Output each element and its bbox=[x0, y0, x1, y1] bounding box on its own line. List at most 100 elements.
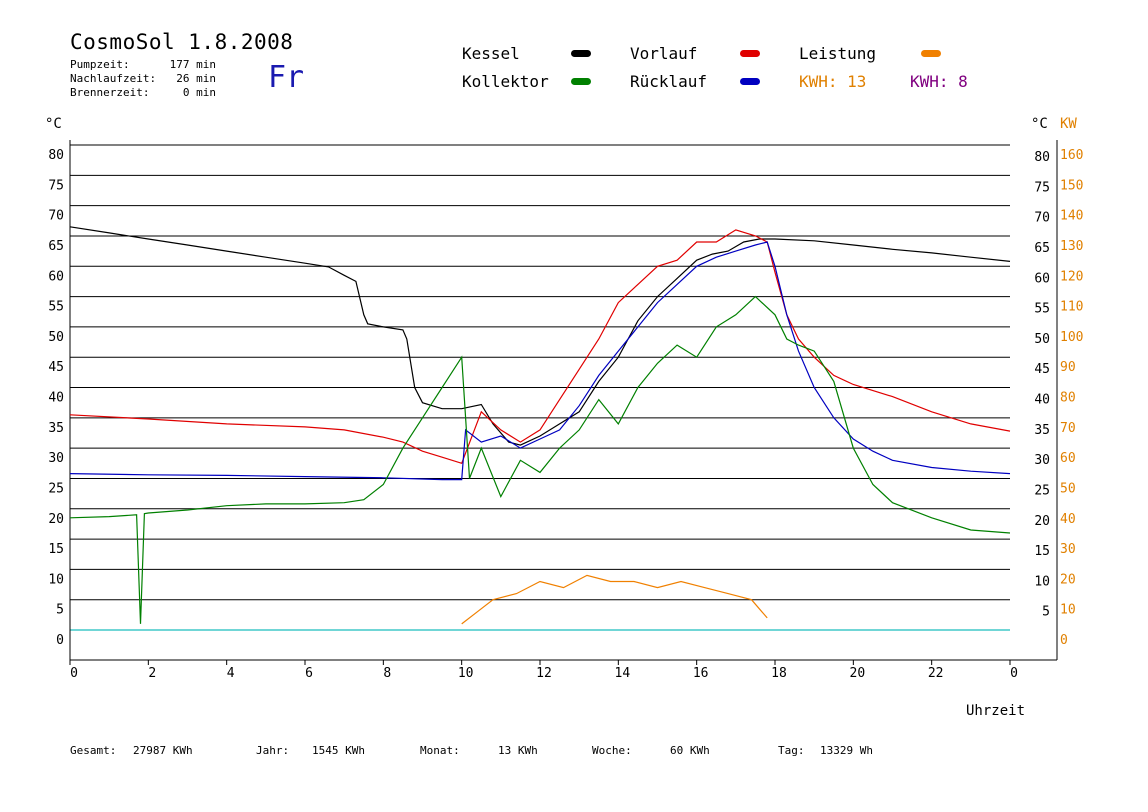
y-tick-left: 5 bbox=[56, 603, 64, 618]
y-tick-right: 5 bbox=[1042, 605, 1050, 620]
legend-kwh-8: KWH: 8 bbox=[910, 72, 968, 91]
y-tick-right: 50 bbox=[1034, 332, 1050, 347]
footer-monat-label: Monat: bbox=[420, 744, 460, 757]
stat-nachlauf-label: Nachlaufzeit: bbox=[70, 72, 157, 85]
x-axis-ticks: 0 2 4 6 8 10 12 14 16 18 20 22 0 bbox=[69, 660, 1018, 681]
y-tick-left: 55 bbox=[48, 300, 64, 315]
footer-gesamt-label: Gesamt: bbox=[70, 744, 117, 757]
legend-ruecklauf: Rücklauf bbox=[630, 72, 708, 91]
y-tick-right: 15 bbox=[1034, 544, 1050, 559]
footer-woche-value: 60 KWh bbox=[670, 744, 710, 757]
legend-ruecklauf-swatch bbox=[740, 78, 760, 85]
y-tick-power: 140 bbox=[1060, 209, 1083, 224]
footer-monat-value: 13 KWh bbox=[498, 744, 538, 757]
y-tick-right: 30 bbox=[1034, 453, 1050, 468]
y-tick-left: 0 bbox=[56, 633, 64, 648]
x-tick-label: 12 bbox=[536, 666, 552, 681]
y-tick-right: 20 bbox=[1034, 514, 1050, 529]
y-tick-power: 110 bbox=[1060, 300, 1083, 315]
stat-nachlauf-value: 26 min bbox=[176, 72, 216, 85]
y-tick-left: 80 bbox=[48, 148, 64, 163]
y-tick-power: 30 bbox=[1060, 542, 1076, 557]
y-tick-left: 45 bbox=[48, 360, 64, 375]
stat-pumpzeit-value: 177 min bbox=[169, 58, 216, 71]
y-tick-right: 55 bbox=[1034, 302, 1050, 317]
y-axis-label-power: KW bbox=[1060, 116, 1077, 132]
horizontal-gridlines bbox=[70, 144, 1010, 631]
legend-leistung: Leistung bbox=[799, 44, 877, 63]
y-tick-power: 0 bbox=[1060, 633, 1068, 648]
x-tick-label: 20 bbox=[850, 666, 866, 681]
y-tick-left: 65 bbox=[48, 239, 64, 254]
y-tick-left: 30 bbox=[48, 451, 64, 466]
legend-vorlauf-swatch bbox=[740, 50, 760, 57]
legend-kollektor: Kollektor bbox=[462, 72, 549, 91]
y-tick-power: 160 bbox=[1060, 148, 1083, 163]
series-vorlauf bbox=[69, 229, 1011, 465]
x-tick-label: 0 bbox=[70, 666, 78, 681]
x-tick-label: 8 bbox=[383, 666, 391, 681]
y-tick-power: 40 bbox=[1060, 512, 1076, 527]
x-axis-label: Uhrzeit bbox=[966, 703, 1025, 719]
series-kessel bbox=[69, 226, 1011, 446]
y-tick-left: 35 bbox=[48, 421, 64, 436]
y-tick-left: 15 bbox=[48, 542, 64, 557]
y-tick-left: 10 bbox=[48, 572, 64, 587]
y-tick-left: 20 bbox=[48, 512, 64, 527]
footer-jahr-value: 1545 KWh bbox=[312, 744, 365, 757]
stat-brenner-label: Brennerzeit: bbox=[70, 86, 150, 99]
footer-gesamt-value: 27987 KWh bbox=[133, 744, 193, 757]
y-tick-power: 20 bbox=[1060, 572, 1076, 587]
y-tick-power: 120 bbox=[1060, 269, 1083, 284]
footer-tag-value: 13329 Wh bbox=[820, 744, 873, 757]
x-tick-label: 0 bbox=[1010, 666, 1018, 681]
y-tick-power: 50 bbox=[1060, 481, 1076, 496]
y-tick-right: 35 bbox=[1034, 423, 1050, 438]
legend-kollektor-swatch bbox=[571, 78, 591, 85]
x-tick-label: 10 bbox=[458, 666, 474, 681]
chart-title: CosmoSol 1.8.2008 bbox=[70, 30, 294, 54]
stat-pumpzeit-label: Pumpzeit: bbox=[70, 58, 130, 71]
y-tick-power: 100 bbox=[1060, 330, 1083, 345]
y-tick-left: 50 bbox=[48, 330, 64, 345]
y-tick-right: 25 bbox=[1034, 483, 1050, 498]
y-tick-right: 60 bbox=[1034, 271, 1050, 286]
y-tick-right: 45 bbox=[1034, 362, 1050, 377]
series-kollektor bbox=[69, 295, 1011, 624]
y-tick-power: 80 bbox=[1060, 391, 1076, 406]
y-tick-power: 150 bbox=[1060, 178, 1083, 193]
footer-jahr-label: Jahr: bbox=[256, 744, 290, 757]
y-tick-right: 80 bbox=[1034, 150, 1050, 165]
y-tick-right: 75 bbox=[1034, 180, 1050, 195]
y-axis-label-right: °C bbox=[1031, 116, 1048, 132]
x-tick-label: 22 bbox=[928, 666, 944, 681]
legend-leistung-swatch bbox=[921, 50, 941, 57]
y-tick-right: 65 bbox=[1034, 241, 1050, 256]
legend-kwh-13: KWH: 13 bbox=[799, 72, 867, 91]
x-tick-label: 6 bbox=[305, 666, 313, 681]
series-leistung bbox=[461, 574, 768, 625]
y-tick-left: 60 bbox=[48, 269, 64, 284]
x-tick-label: 4 bbox=[227, 666, 235, 681]
weekday: Fr bbox=[268, 60, 305, 95]
legend-kessel: Kessel bbox=[462, 44, 520, 63]
y-tick-power: 70 bbox=[1060, 421, 1076, 436]
y-axis-ticks: 0510152025303540455055606570758051015202… bbox=[48, 148, 1083, 648]
footer-woche-label: Woche: bbox=[592, 744, 632, 757]
y-tick-left: 75 bbox=[48, 178, 64, 193]
footer-tag-label: Tag: bbox=[778, 744, 805, 757]
stat-brenner-value: 0 min bbox=[182, 86, 216, 99]
x-tick-label: 2 bbox=[148, 666, 156, 681]
y-tick-right: 70 bbox=[1034, 211, 1050, 226]
legend-kessel-swatch bbox=[571, 50, 591, 57]
x-tick-label: 14 bbox=[615, 666, 631, 681]
y-tick-left: 70 bbox=[48, 209, 64, 224]
y-tick-power: 130 bbox=[1060, 239, 1083, 254]
y-tick-power: 10 bbox=[1060, 603, 1076, 618]
y-tick-right: 40 bbox=[1034, 393, 1050, 408]
x-tick-label: 16 bbox=[693, 666, 709, 681]
legend-vorlauf: Vorlauf bbox=[630, 44, 698, 63]
y-tick-left: 40 bbox=[48, 391, 64, 406]
y-tick-left: 25 bbox=[48, 481, 64, 496]
